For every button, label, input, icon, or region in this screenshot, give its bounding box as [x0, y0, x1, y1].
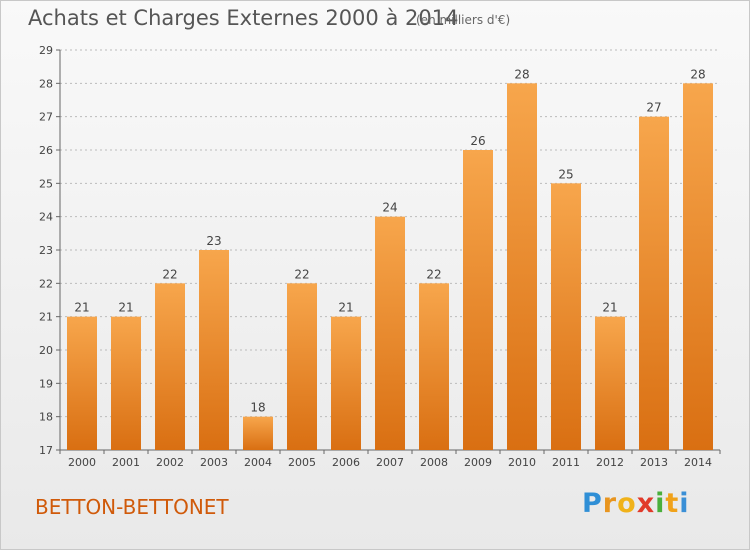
bar-2000 — [67, 316, 97, 450]
bar-2005 — [287, 283, 317, 450]
y-tick-label: 29 — [39, 44, 53, 57]
logo-letter: t — [665, 488, 680, 519]
logo-letter: r — [602, 488, 618, 519]
data-label-2009: 26 — [470, 134, 485, 148]
bar-2014 — [683, 83, 713, 450]
place-name: BETTON-BETTONET — [35, 495, 229, 519]
x-tick-label: 2005 — [288, 456, 316, 469]
y-tick-label: 18 — [39, 411, 53, 424]
data-label-2006: 21 — [338, 301, 353, 315]
logo-letter: i — [679, 488, 690, 519]
x-tick-label: 2012 — [596, 456, 624, 469]
y-tick-label: 17 — [39, 444, 53, 457]
chart-title: Achats et Charges Externes 2000 à 2014 — [28, 6, 459, 30]
data-label-2008: 22 — [426, 267, 441, 281]
y-tick-label: 23 — [39, 244, 53, 257]
bar-2001 — [111, 316, 141, 450]
x-tick-label: 2014 — [684, 456, 712, 469]
logo-letter: o — [617, 488, 637, 519]
y-tick-label: 25 — [39, 177, 53, 190]
bar-2011 — [551, 183, 581, 451]
x-tick-label: 2013 — [640, 456, 668, 469]
chart-subtitle: (en milliers d'€) — [416, 13, 511, 27]
bar-2003 — [199, 250, 229, 450]
y-axis: 17 18 19 20 21 22 23 24 25 26 27 28 29 — [39, 44, 61, 457]
y-tick-label: 27 — [39, 111, 53, 124]
x-axis: 2000 2001 2002 2003 2004 2005 2006 2007 2008 2009… — [59, 449, 721, 469]
data-label-2014: 28 — [690, 67, 705, 81]
data-labels: 21 21 22 23 18 22 21 24 22 26 28 25 21 27 28 — [74, 67, 705, 414]
data-label-2007: 24 — [382, 201, 397, 215]
x-tick-label: 2001 — [112, 456, 140, 469]
y-tick-label: 20 — [39, 344, 53, 357]
data-label-2003: 23 — [206, 234, 221, 248]
x-tick-label: 2000 — [68, 456, 96, 469]
x-tick-label: 2007 — [376, 456, 404, 469]
y-tick-label: 19 — [39, 377, 53, 390]
data-label-2010: 28 — [514, 67, 529, 81]
x-tick-label: 2010 — [508, 456, 536, 469]
logo-letter: P — [582, 488, 603, 519]
data-label-2012: 21 — [602, 301, 617, 315]
proxiti-logo: Proxiti — [582, 488, 690, 519]
bars — [67, 83, 713, 451]
y-tick-label: 26 — [39, 144, 53, 157]
bar-2002 — [155, 283, 185, 450]
data-label-2011: 25 — [558, 167, 573, 181]
data-label-2005: 22 — [294, 267, 309, 281]
data-label-2002: 22 — [162, 267, 177, 281]
bar-2006 — [331, 316, 361, 450]
bar-2004 — [243, 416, 273, 450]
data-label-2000: 21 — [74, 301, 89, 315]
data-label-2001: 21 — [118, 301, 133, 315]
y-tick-label: 22 — [39, 277, 53, 290]
data-label-2013: 27 — [646, 101, 661, 115]
y-tick-label: 28 — [39, 77, 53, 90]
bar-2012 — [595, 316, 625, 450]
bar-2013 — [639, 116, 669, 451]
bar-2008 — [419, 283, 449, 450]
x-tick-label: 2006 — [332, 456, 360, 469]
bar-2010 — [507, 83, 537, 450]
logo-letter: x — [636, 488, 656, 519]
x-tick-label: 2002 — [156, 456, 184, 469]
x-tick-label: 2009 — [464, 456, 492, 469]
x-tick-label: 2008 — [420, 456, 448, 469]
y-tick-label: 21 — [39, 311, 53, 324]
data-label-2004: 18 — [250, 401, 265, 415]
x-tick-label: 2003 — [200, 456, 228, 469]
bar-2009 — [463, 150, 493, 450]
logo-letter: i — [655, 488, 666, 519]
bar-2007 — [375, 216, 405, 450]
y-tick-label: 24 — [39, 211, 53, 224]
x-tick-label: 2011 — [552, 456, 580, 469]
x-tick-label: 2004 — [244, 456, 272, 469]
